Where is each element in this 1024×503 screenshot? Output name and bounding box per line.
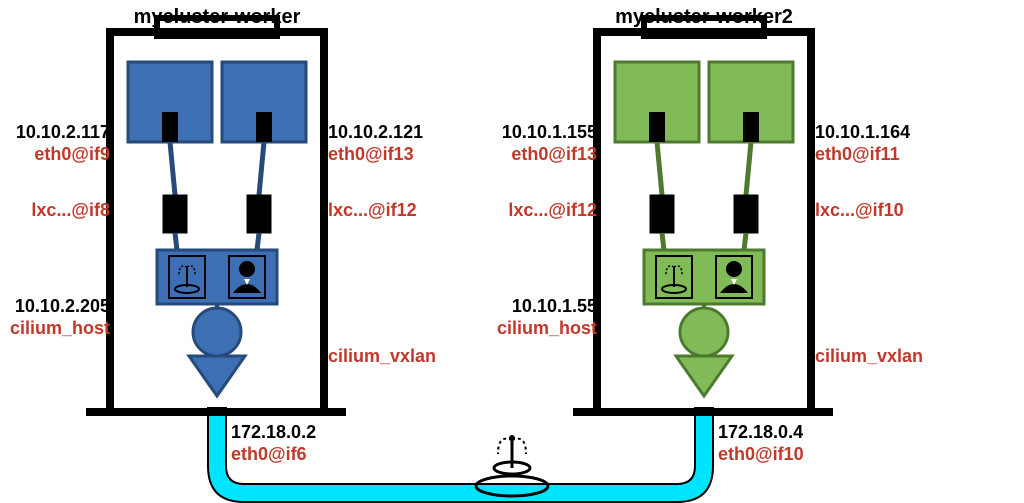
cilium-agent xyxy=(157,250,277,304)
cilium-vxlan-label: cilium_vxlan xyxy=(815,346,945,368)
veth-link xyxy=(259,142,264,195)
cilium-vxlan-dev xyxy=(189,356,245,396)
lxc-label-left: lxc...@if12 xyxy=(491,200,597,222)
cilium-vxlan-label: cilium_vxlan xyxy=(328,346,458,368)
veth-link xyxy=(746,142,751,195)
lxc-agent-link xyxy=(175,233,177,250)
pod-label-right: 10.10.2.121eth0@if13 xyxy=(328,122,448,165)
cilium-host-label: 10.10.2.205cilium_host xyxy=(4,296,110,339)
pod-veth xyxy=(649,112,665,142)
cilium-host-dev xyxy=(680,308,728,356)
lxc-agent-link xyxy=(257,233,259,250)
cilium-host-label: 10.10.1.55cilium_host xyxy=(491,296,597,339)
veth-link xyxy=(170,142,175,195)
lxc-veth xyxy=(247,195,271,233)
pod-label-left: 10.10.2.117eth0@if9 xyxy=(4,122,110,165)
lxc-label-right: lxc...@if12 xyxy=(328,200,448,222)
veth-link xyxy=(657,142,662,195)
pod-veth xyxy=(162,112,178,142)
pod-label-left: 10.10.1.155eth0@if13 xyxy=(491,122,597,165)
diagram-svg xyxy=(0,0,1024,503)
pod-veth xyxy=(256,112,272,142)
lxc-label-left: lxc...@if8 xyxy=(4,200,110,222)
host-nic-label: 172.18.0.4eth0@if10 xyxy=(718,422,858,465)
host-nic-bar xyxy=(573,408,833,416)
pod-label-right: 10.10.1.164eth0@if11 xyxy=(815,122,935,165)
node-title: mycluster-worker2 xyxy=(587,6,821,29)
cilium-vxlan-dev xyxy=(676,356,732,396)
pod-veth xyxy=(743,112,759,142)
lxc-veth xyxy=(163,195,187,233)
lxc-agent-link xyxy=(662,233,664,250)
host-nic-bar xyxy=(86,408,346,416)
cilium-host-dev xyxy=(193,308,241,356)
cilium-agent xyxy=(644,250,764,304)
node-title: mycluster-worker xyxy=(100,6,334,29)
lxc-label-right: lxc...@if10 xyxy=(815,200,935,222)
host-nic-label: 172.18.0.2eth0@if6 xyxy=(231,422,371,465)
lxc-veth xyxy=(734,195,758,233)
lxc-veth xyxy=(650,195,674,233)
lxc-agent-link xyxy=(744,233,746,250)
